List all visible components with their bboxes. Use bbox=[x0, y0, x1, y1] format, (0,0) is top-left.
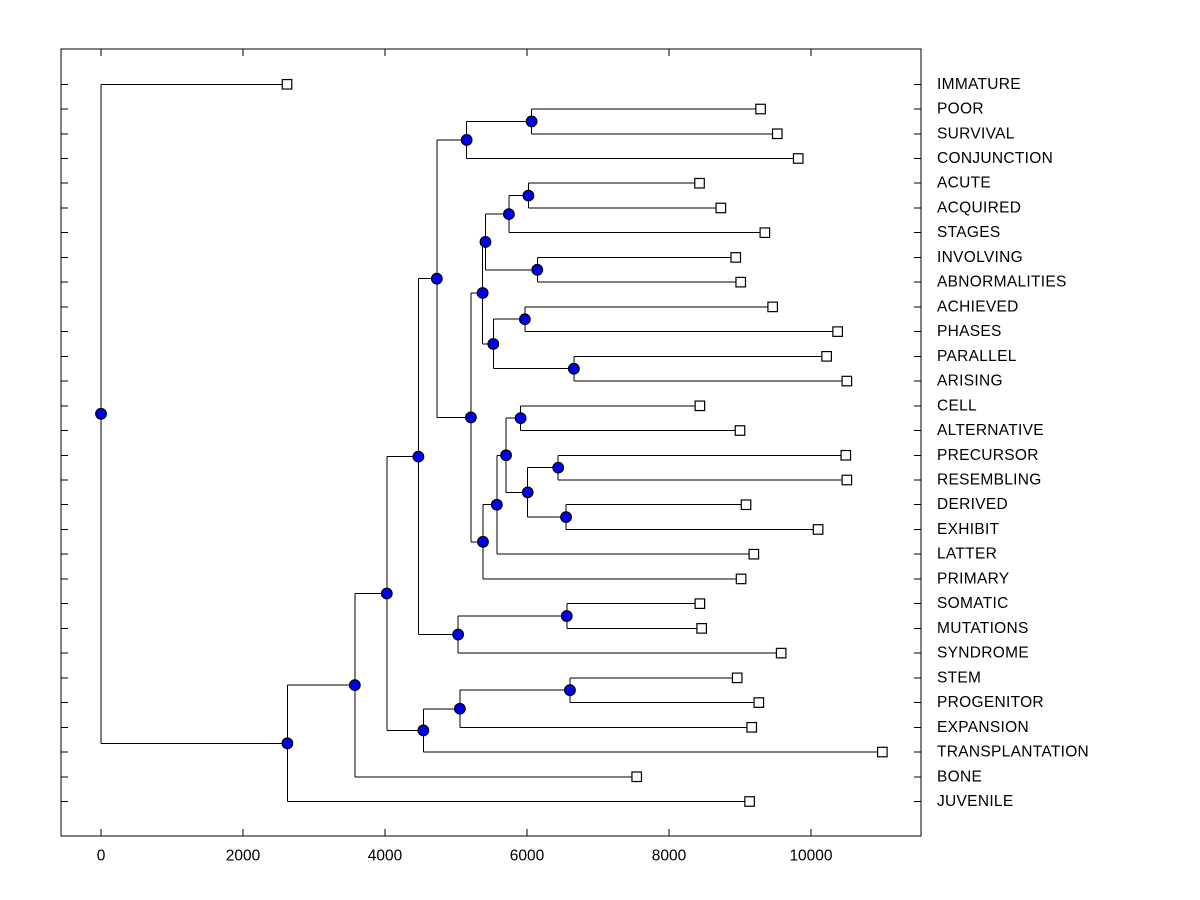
internal-node-marker bbox=[477, 535, 489, 548]
internal-node-marker bbox=[454, 702, 466, 715]
internal-node-marker bbox=[281, 737, 294, 750]
leaf-label: INVOLVING bbox=[937, 249, 1023, 266]
leaf-tip-marker bbox=[731, 672, 743, 684]
internal-node-marker bbox=[525, 115, 538, 128]
internal-node-marker bbox=[564, 684, 576, 697]
leaf-tip-marker bbox=[694, 598, 706, 610]
axes-box bbox=[60, 48, 922, 837]
internal-node-marker bbox=[552, 461, 565, 474]
internal-node-marker bbox=[521, 486, 534, 499]
leaf-label: STEM bbox=[937, 669, 981, 686]
leaf-label: ACQUIRED bbox=[937, 199, 1021, 216]
leaf-label: DERIVED bbox=[937, 496, 1008, 513]
leaf-tip-marker bbox=[792, 153, 804, 164]
leaf-tip-marker bbox=[841, 474, 853, 486]
internal-node-marker bbox=[452, 628, 465, 641]
leaf-label: PARALLEL bbox=[937, 348, 1017, 365]
leaf-label: JUVENILE bbox=[937, 793, 1013, 810]
leaf-tip-marker bbox=[715, 202, 727, 214]
internal-node-marker bbox=[430, 272, 443, 285]
leaf-label: PROGENITOR bbox=[937, 694, 1044, 711]
x-tick-label: 2000 bbox=[226, 848, 261, 865]
internal-node-marker bbox=[412, 450, 425, 463]
leaf-tip-marker bbox=[631, 771, 643, 783]
leaf-label: PHASES bbox=[937, 323, 1002, 340]
leaf-label: CELL bbox=[937, 397, 977, 414]
leaf-tip-marker bbox=[775, 647, 787, 659]
leaf-label: ACUTE bbox=[937, 175, 991, 192]
leaf-label: ACHIEVED bbox=[937, 298, 1019, 315]
leaf-tip-marker bbox=[734, 425, 746, 436]
internal-node-marker bbox=[518, 313, 531, 326]
internal-node-marker bbox=[502, 208, 515, 221]
leaf-tip-marker bbox=[877, 746, 888, 758]
leaf-label: STAGES bbox=[937, 224, 1001, 241]
leaf-tip-marker bbox=[759, 227, 771, 239]
leaf-label: IMMATURE bbox=[937, 76, 1021, 93]
internal-node-marker bbox=[490, 498, 503, 511]
internal-node-marker bbox=[460, 134, 473, 146]
leaf-tip-marker bbox=[755, 103, 766, 115]
leaf-tip-marker bbox=[821, 350, 832, 362]
internal-node-marker bbox=[531, 263, 544, 276]
leaf-label: SURVIVAL bbox=[937, 125, 1015, 142]
x-tick-label: 0 bbox=[97, 848, 106, 865]
leaf-label: PRIMARY bbox=[937, 570, 1009, 587]
x-tick-label: 8000 bbox=[652, 848, 687, 865]
internal-node-marker bbox=[560, 511, 572, 523]
x-tick-label: 4000 bbox=[368, 848, 403, 865]
leaf-label: BONE bbox=[937, 768, 982, 785]
leaf-tip-marker bbox=[841, 375, 853, 387]
leaf-tip-marker bbox=[730, 252, 742, 263]
internal-node-marker bbox=[95, 407, 107, 420]
leaf-label: EXHIBIT bbox=[937, 521, 1000, 538]
leaf-tip-marker bbox=[735, 276, 747, 288]
leaf-label: SYNDROME bbox=[937, 645, 1029, 662]
internal-node-marker bbox=[479, 236, 492, 248]
leaf-tip-marker bbox=[748, 548, 760, 560]
leaf-label: TRANSPLANTATION bbox=[937, 744, 1089, 761]
leaf-label: LATTER bbox=[937, 546, 997, 563]
leaf-tip-marker bbox=[771, 128, 783, 140]
internal-node-marker bbox=[417, 724, 430, 737]
x-tick-label: 6000 bbox=[510, 848, 545, 865]
leaf-label: RESEMBLING bbox=[937, 471, 1042, 488]
leaf-label: SOMATIC bbox=[937, 595, 1009, 612]
internal-node-marker bbox=[514, 412, 527, 425]
leaf-tip-marker bbox=[812, 524, 824, 535]
leaf-tip-marker bbox=[767, 301, 779, 313]
leaf-tip-marker bbox=[735, 573, 747, 585]
leaf-label: PRECURSOR bbox=[937, 447, 1039, 464]
internal-node-marker bbox=[487, 338, 500, 350]
internal-node-marker bbox=[476, 287, 489, 299]
leaf-tip-marker bbox=[746, 721, 758, 733]
internal-node-marker bbox=[500, 449, 512, 462]
leaf-tip-marker bbox=[740, 499, 752, 511]
internal-node-marker bbox=[380, 587, 393, 600]
leaf-tip-marker bbox=[694, 400, 706, 412]
leaf-tip-marker bbox=[281, 78, 293, 90]
leaf-label: ARISING bbox=[937, 373, 1003, 390]
leaf-tip-marker bbox=[744, 796, 755, 807]
leaf-tip-marker bbox=[694, 177, 705, 189]
leaf-label: ABNORMALITIES bbox=[937, 274, 1067, 291]
internal-node-marker bbox=[567, 362, 580, 375]
leaf-tip-marker bbox=[840, 449, 852, 461]
x-tick-label: 10000 bbox=[789, 848, 832, 865]
leaf-tip-marker bbox=[832, 326, 843, 337]
leaf-label: POOR bbox=[937, 101, 984, 118]
leaf-tip-marker bbox=[696, 623, 708, 634]
leaf-label: EXPANSION bbox=[937, 719, 1029, 736]
leaf-label: ALTERNATIVE bbox=[937, 422, 1044, 439]
internal-node-marker bbox=[522, 189, 535, 202]
internal-node-marker bbox=[348, 679, 361, 692]
leaf-label: MUTATIONS bbox=[937, 620, 1029, 637]
internal-node-marker bbox=[465, 411, 477, 424]
leaf-label: CONJUNCTION bbox=[937, 150, 1053, 167]
internal-node-marker bbox=[560, 610, 573, 622]
leaf-tip-marker bbox=[753, 697, 765, 708]
